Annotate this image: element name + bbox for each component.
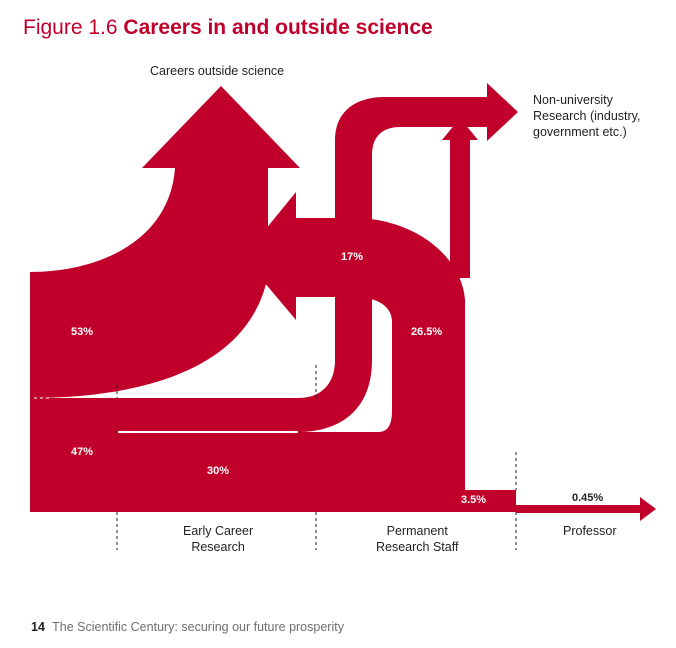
label-line: Research Staff bbox=[376, 540, 459, 554]
pct-professor: 0.45% bbox=[572, 492, 604, 504]
label-permanent: Permanent Research Staff bbox=[376, 523, 458, 555]
flow-non-university bbox=[30, 83, 518, 432]
page-number: 14 bbox=[31, 620, 45, 634]
figure-title: Figure 1.6 Careers in and outside scienc… bbox=[23, 16, 433, 40]
flow-outside-science bbox=[30, 86, 300, 398]
flow-permanent-to-nonuni bbox=[442, 118, 478, 278]
pct-permanent: 26.5% bbox=[411, 326, 443, 338]
label-professor: Professor bbox=[563, 524, 617, 538]
label-line: Research bbox=[191, 540, 245, 554]
label-line: Non-university bbox=[533, 93, 613, 107]
pct-outside: 53% bbox=[71, 326, 94, 338]
figure-heading: Careers in and outside science bbox=[123, 16, 433, 39]
pct-professor-entry: 3.5% bbox=[461, 494, 487, 506]
footer-text: The Scientific Century: securing our fut… bbox=[52, 620, 344, 634]
label-line: Permanent bbox=[386, 524, 448, 538]
flow-professor bbox=[516, 497, 656, 521]
label-non-university: Non-university Research (industry, gover… bbox=[533, 92, 640, 140]
label-line: government etc.) bbox=[533, 125, 627, 139]
label-line: Early Career bbox=[183, 524, 254, 538]
label-careers-outside: Careers outside science bbox=[150, 64, 285, 78]
pct-early: 30% bbox=[207, 465, 230, 477]
page-footer: 14 The Scientific Century: securing our … bbox=[31, 620, 344, 634]
pct-stay: 47% bbox=[71, 446, 94, 458]
flow-permanent-staff bbox=[30, 217, 516, 512]
flow-arrow-left bbox=[243, 192, 335, 320]
label-line: Research (industry, bbox=[533, 109, 641, 123]
label-early-career: Early Career Research bbox=[183, 523, 253, 555]
figure-number: Figure 1.6 bbox=[23, 16, 118, 39]
pct-non-university: 17% bbox=[341, 251, 364, 263]
